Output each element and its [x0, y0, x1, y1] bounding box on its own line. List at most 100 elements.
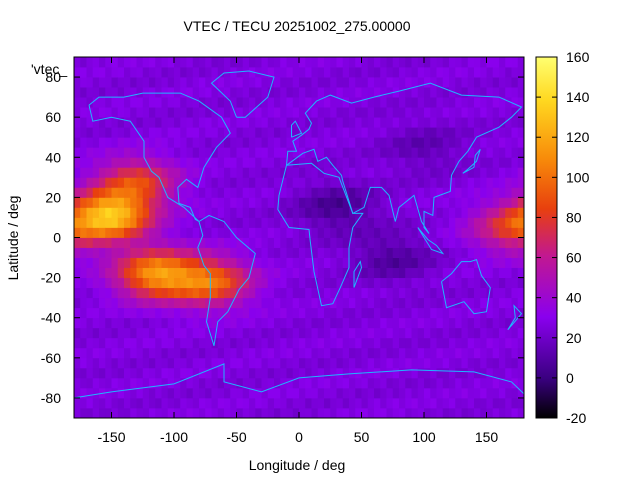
- heatmap-cell: [486, 77, 494, 88]
- heatmap-cell: [249, 297, 256, 309]
- heatmap-cell: [374, 257, 381, 268]
- heatmap-cell: [149, 287, 156, 299]
- heatmap-cell: [199, 127, 206, 138]
- heatmap-cell: [430, 237, 437, 248]
- heatmap-cell: [236, 297, 244, 309]
- heatmap-cell: [461, 397, 469, 409]
- heatmap-cell: [349, 327, 356, 339]
- heatmap-cell: [355, 407, 362, 419]
- heatmap-cell: [111, 267, 119, 279]
- heatmap-cell: [236, 197, 244, 208]
- heatmap-cell: [180, 157, 187, 168]
- heatmap-cell: [80, 67, 87, 78]
- heatmap-cell: [155, 337, 162, 349]
- heatmap-cell: [442, 57, 450, 68]
- heatmap-cell: [349, 217, 356, 228]
- heatmap-cell: [117, 207, 125, 218]
- heatmap-cell: [386, 307, 394, 319]
- heatmap-cell: [192, 127, 200, 138]
- heatmap-cell: [442, 397, 450, 409]
- heatmap-cell: [124, 117, 131, 128]
- heatmap-cell: [211, 317, 219, 329]
- heatmap-cell: [124, 257, 131, 268]
- heatmap-cell: [417, 397, 425, 409]
- heatmap-cell: [405, 187, 412, 198]
- heatmap-cell: [374, 217, 381, 228]
- heatmap-cell: [217, 167, 225, 178]
- heatmap-cell: [405, 337, 412, 349]
- heatmap-cell: [105, 97, 112, 108]
- heatmap-cell: [155, 107, 162, 118]
- heatmap-cell: [267, 137, 275, 148]
- heatmap-cell: [436, 167, 444, 178]
- colorbar-tick-label: 60: [566, 250, 582, 266]
- heatmap-cell: [430, 337, 437, 349]
- heatmap-cell: [324, 197, 331, 208]
- heatmap-cell: [280, 387, 287, 399]
- heatmap-cell: [424, 157, 431, 168]
- heatmap-cell: [199, 177, 206, 188]
- heatmap-cell: [299, 267, 306, 279]
- heatmap-cell: [74, 67, 81, 78]
- heatmap-cell: [355, 277, 362, 289]
- heatmap-cell: [155, 297, 162, 309]
- heatmap-cell: [411, 397, 419, 409]
- heatmap-cell: [355, 117, 362, 128]
- heatmap-cell: [467, 57, 475, 68]
- heatmap-cell: [105, 107, 112, 118]
- heatmap-cell: [492, 67, 500, 78]
- heatmap-cell: [499, 127, 506, 138]
- heatmap-cell: [424, 217, 431, 228]
- heatmap-cell: [374, 327, 381, 339]
- heatmap-cell: [111, 397, 119, 409]
- heatmap-cell: [442, 237, 450, 248]
- heatmap-cell: [317, 97, 325, 108]
- heatmap-cell: [517, 397, 525, 409]
- heatmap-cell: [80, 337, 87, 349]
- heatmap-cell: [367, 167, 375, 178]
- heatmap-cell: [199, 397, 206, 409]
- heatmap-cell: [149, 137, 156, 148]
- heatmap-cell: [492, 137, 500, 148]
- heatmap-cell: [99, 147, 106, 158]
- heatmap-cell: [361, 357, 369, 369]
- heatmap-cell: [174, 117, 181, 128]
- heatmap-cell: [161, 127, 169, 138]
- heatmap-cell: [336, 77, 344, 88]
- heatmap-cell: [261, 77, 269, 88]
- heatmap-cell: [99, 157, 106, 168]
- heatmap-cell: [505, 397, 512, 409]
- heatmap-cell: [505, 367, 512, 379]
- heatmap-cell: [336, 187, 344, 198]
- heatmap-cell: [149, 117, 156, 128]
- heatmap-cell: [267, 97, 275, 108]
- heatmap-cell: [142, 117, 150, 128]
- heatmap-cell: [486, 317, 494, 329]
- heatmap-cell: [511, 67, 519, 78]
- heatmap-cell: [411, 267, 419, 279]
- heatmap-cell: [380, 227, 387, 238]
- heatmap-cell: [467, 387, 475, 399]
- heatmap-cell: [305, 217, 312, 228]
- heatmap-cell: [424, 177, 431, 188]
- heatmap-cell: [336, 377, 344, 389]
- heatmap-cell: [505, 307, 512, 319]
- heatmap-cell: [311, 307, 319, 319]
- heatmap-cell: [461, 287, 469, 299]
- heatmap-cell: [236, 147, 244, 158]
- heatmap-cell: [330, 377, 337, 389]
- heatmap-cell: [405, 287, 412, 299]
- heatmap-cell: [430, 207, 437, 218]
- heatmap-cell: [155, 117, 162, 128]
- heatmap-cell: [517, 347, 525, 359]
- heatmap-cell: [242, 147, 250, 158]
- heatmap-cell: [274, 247, 281, 258]
- heatmap-cell: [461, 317, 469, 329]
- heatmap-cell: [192, 347, 200, 359]
- heatmap-cell: [292, 327, 300, 339]
- y-tick-label: 20: [45, 189, 61, 205]
- heatmap-cell: [342, 357, 350, 369]
- heatmap-cell: [105, 247, 112, 258]
- heatmap-cell: [155, 127, 162, 138]
